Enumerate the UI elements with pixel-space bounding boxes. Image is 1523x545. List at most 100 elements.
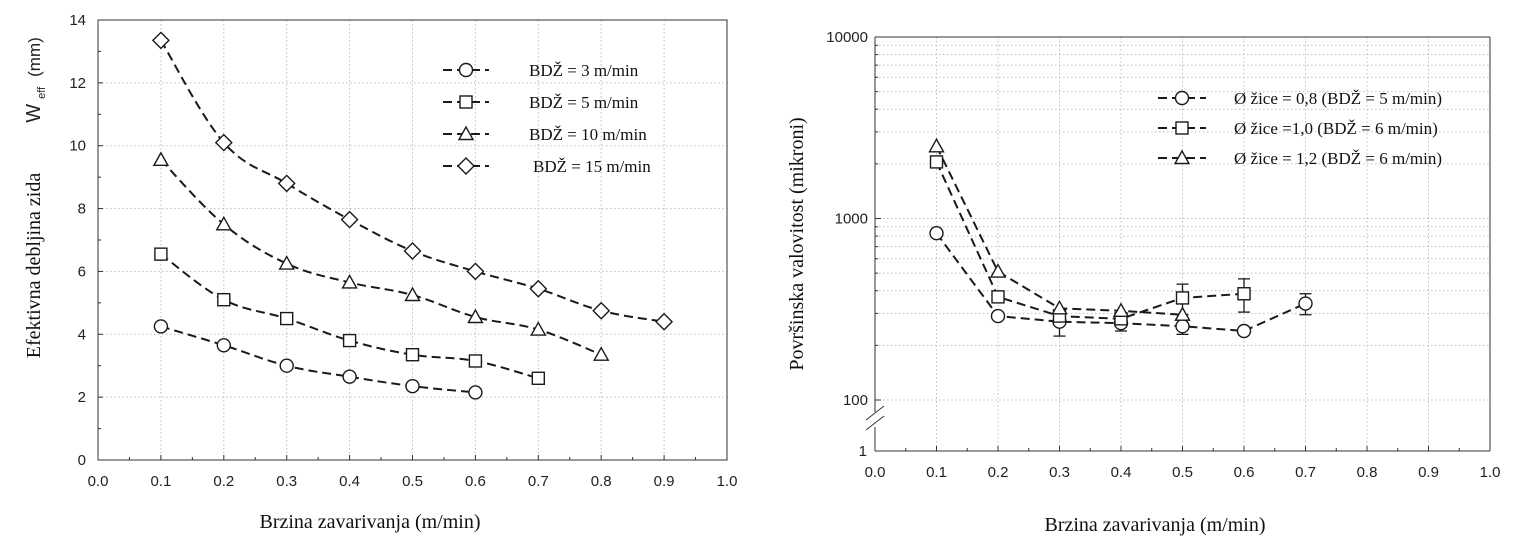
left-data-point	[467, 308, 484, 324]
left-legend-marker	[457, 125, 475, 141]
left-legend-entry: BDŽ = 15 m/min	[443, 157, 651, 176]
left-data-point	[151, 31, 170, 50]
left-series-4	[151, 31, 674, 331]
right-data-point	[928, 137, 945, 153]
axis-break-mark-1	[865, 405, 885, 421]
right-data-point	[989, 263, 1007, 278]
left-data-point	[403, 242, 422, 260]
left-legend-marker	[459, 95, 473, 109]
left-y-axis-label-main: Efektivna debljina zida	[23, 173, 45, 359]
right-data-point	[1175, 319, 1190, 334]
axis-break-mark-2	[865, 415, 885, 431]
right-x-tick-label: 1.0	[1480, 464, 1501, 481]
left-data-point	[280, 311, 294, 326]
left-legend-label: BDŽ = 10 m/min	[529, 125, 647, 144]
left-data-point	[153, 319, 169, 334]
left-legend-label: BDŽ = 3 m/min	[529, 61, 639, 80]
left-x-axis-label: Brzina zavarivanja (m/min)	[259, 511, 480, 533]
left-data-point	[655, 312, 674, 331]
left-data-point	[154, 247, 168, 261]
left-data-point	[340, 210, 359, 229]
right-legend-entry: Ø žice = 0,8 (BDŽ = 5 m/min)	[1158, 89, 1442, 108]
left-y-tick-label: 8	[78, 201, 86, 218]
left-x-tick-label: 0.1	[150, 473, 171, 490]
right-legend-marker	[1175, 121, 1189, 135]
right-data-point	[1236, 323, 1252, 339]
left-data-point	[405, 348, 420, 362]
left-y-tick-label: 12	[69, 75, 86, 92]
right-series	[928, 137, 1313, 339]
right-legend: Ø žice = 0,8 (BDŽ = 5 m/min) Ø žice =1,0 …	[1158, 89, 1442, 168]
left-x-tick-label: 0.8	[591, 473, 612, 490]
left-legend-entry: BDŽ = 10 m/min	[443, 125, 647, 144]
right-legend-marker	[1174, 90, 1190, 106]
left-x-tick-label: 1.0	[717, 473, 738, 490]
left-data-point	[404, 286, 421, 302]
left-data-point	[529, 279, 548, 298]
right-series-line	[935, 161, 1245, 320]
right-x-tick-label: 0.4	[1111, 464, 1132, 481]
left-data-point	[277, 174, 296, 193]
left-x-tick-label: 0.7	[528, 473, 549, 490]
right-data-point	[1237, 287, 1251, 301]
left-y-tick-label: 0	[78, 452, 86, 469]
right-series-3	[928, 137, 1191, 321]
left-data-point	[531, 371, 545, 385]
left-series-line	[160, 159, 602, 356]
chart-left-wall-thickness: 0.0 0.1 0.2 0.3 0.4 0.5 0.6 0.7 0.8 0.9 1.0 0 2 4 6 8 10…	[23, 12, 737, 533]
left-data-point	[466, 262, 485, 281]
right-legend-label: Ø žice = 1,2 (BDŽ = 6 m/min)	[1234, 149, 1442, 168]
right-data-point	[1174, 306, 1191, 321]
right-x-tick-label: 0.0	[865, 464, 886, 481]
right-y-tick-label: 10000	[826, 29, 868, 46]
chart-right-surface-waviness: 0.0 0.1 0.2 0.3 0.4 0.5 0.6 0.7 0.8 0.9 1.0 100 1000…	[786, 29, 1500, 536]
right-x-tick-label: 0.3	[1049, 464, 1070, 481]
right-data-point	[990, 308, 1006, 324]
right-legend-marker	[1173, 149, 1191, 165]
left-legend-entry: BDŽ = 3 m/min	[443, 61, 639, 80]
right-legend-label: Ø žice =1,0 (BDŽ = 6 m/min)	[1234, 119, 1438, 138]
right-x-tick-label: 0.9	[1418, 464, 1439, 481]
right-grid	[875, 36, 1490, 451]
left-legend-marker	[457, 157, 475, 175]
right-x-tick-label: 0.7	[1295, 464, 1316, 481]
right-series-2	[929, 155, 1251, 326]
right-y-axis-label: Površinska valovitost (mikroni)	[786, 117, 808, 370]
right-legend-entry: Ø žice =1,0 (BDŽ = 6 m/min)	[1158, 119, 1438, 138]
left-y-tick-label: 2	[78, 389, 86, 406]
left-legend-marker	[458, 62, 474, 78]
right-data-point	[1175, 291, 1190, 305]
right-data-point	[929, 155, 944, 169]
left-y-axis-label-symbol: W	[23, 104, 45, 123]
right-axis-break-label: 1	[859, 443, 867, 460]
left-series-1	[153, 319, 483, 400]
right-legend-entry: Ø žice = 1,2 (BDŽ = 6 m/min)	[1158, 149, 1442, 168]
left-data-point	[152, 151, 170, 167]
right-x-tick-label: 0.1	[926, 464, 947, 481]
left-data-point	[530, 321, 547, 336]
left-series-line	[160, 325, 476, 394]
right-x-tick-label: 0.8	[1357, 464, 1378, 481]
right-ticks: 0.0 0.1 0.2 0.3 0.4 0.5 0.6 0.7 0.8 0.9 1.0 100 1000…	[826, 29, 1500, 481]
left-y-axis-label-subscript: eff	[36, 86, 48, 99]
left-y-axis-label: Efektivna debljina zida W eff (mm)	[23, 37, 50, 358]
left-data-point	[341, 273, 358, 289]
right-y-tick-label: 1000	[835, 211, 868, 228]
left-data-point	[592, 301, 611, 320]
left-x-tick-label: 0.6	[465, 473, 486, 490]
right-data-point	[1298, 296, 1313, 311]
left-data-point	[215, 215, 232, 231]
left-legend-label: BDŽ = 5 m/min	[529, 93, 639, 112]
left-y-axis-label-unit: (mm)	[25, 37, 44, 77]
left-legend: BDŽ = 3 m/min BDŽ = 5 m/min BDŽ = 10 m/min…	[443, 61, 651, 176]
left-data-point	[279, 358, 294, 373]
right-data-point	[1112, 302, 1130, 318]
left-data-point	[342, 333, 357, 348]
left-series-3	[152, 151, 610, 361]
left-data-point	[278, 255, 295, 270]
left-y-tick-label: 10	[69, 138, 86, 155]
right-data-point	[1051, 299, 1068, 315]
left-ticks: 0.0 0.1 0.2 0.3 0.4 0.5 0.6 0.7 0.8 0.9 1.0 0 2 4 6 8 10…	[69, 12, 737, 490]
left-series	[151, 31, 674, 400]
